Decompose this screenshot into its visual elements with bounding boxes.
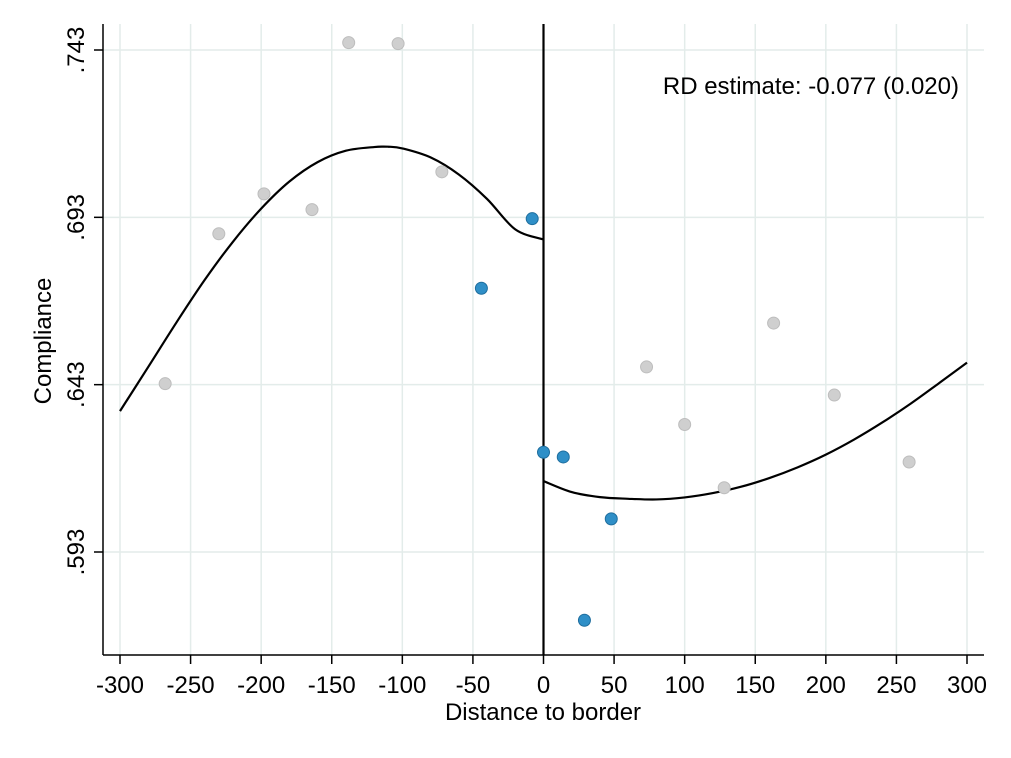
- fit-line-left: [119, 145, 544, 412]
- x-tick-label: -300: [96, 672, 144, 699]
- x-tick-label: -250: [167, 672, 215, 699]
- gray-data-point: [902, 455, 916, 469]
- gray-data-point: [640, 360, 654, 374]
- y-tick-label: .643: [63, 361, 90, 408]
- x-tick-label: 100: [665, 672, 705, 699]
- rd-estimate-annotation: RD estimate: -0.077 (0.020): [663, 73, 959, 100]
- gray-data-point: [257, 187, 271, 201]
- gray-data-point: [212, 227, 226, 241]
- x-tick-label: 300: [947, 672, 987, 699]
- y-tick-label: .693: [63, 194, 90, 241]
- x-tick-label: 250: [876, 672, 916, 699]
- y-tick-label: .593: [63, 529, 90, 576]
- x-tick-label: 200: [806, 672, 846, 699]
- gray-data-point: [305, 203, 319, 217]
- gray-data-point: [827, 388, 841, 402]
- gray-data-point: [767, 316, 781, 330]
- blue-data-point: [474, 281, 488, 295]
- blue-data-point: [577, 613, 591, 627]
- y-tick-label: .743: [63, 27, 90, 74]
- gray-data-point: [158, 377, 172, 391]
- x-tick-label: -100: [378, 672, 426, 699]
- x-tick-label: 50: [601, 672, 628, 699]
- blue-data-point: [556, 450, 570, 464]
- gray-data-point: [342, 36, 356, 50]
- axis-layer: -300 -250 -200 -150 -100 -50 0 50 100 150 200 250 30…: [63, 24, 987, 699]
- x-tick-label: -150: [308, 672, 356, 699]
- gray-data-point: [717, 481, 731, 495]
- blue-data-point: [525, 212, 539, 226]
- x-tick-label: 0: [537, 672, 550, 699]
- gray-data-point: [435, 165, 449, 179]
- gray-data-point: [678, 417, 692, 431]
- x-tick-label: -200: [237, 672, 285, 699]
- fit-layer: [119, 24, 968, 655]
- blue-data-point: [537, 445, 550, 459]
- point-layer: [158, 36, 916, 627]
- x-axis-title: Distance to border: [445, 699, 641, 726]
- y-axis-title: Compliance: [30, 278, 57, 405]
- blue-data-point: [604, 512, 618, 526]
- x-tick-label: -50: [456, 672, 491, 699]
- gray-data-point: [391, 37, 405, 51]
- fit-line-right: [543, 361, 968, 501]
- x-tick-label: 150: [735, 672, 775, 699]
